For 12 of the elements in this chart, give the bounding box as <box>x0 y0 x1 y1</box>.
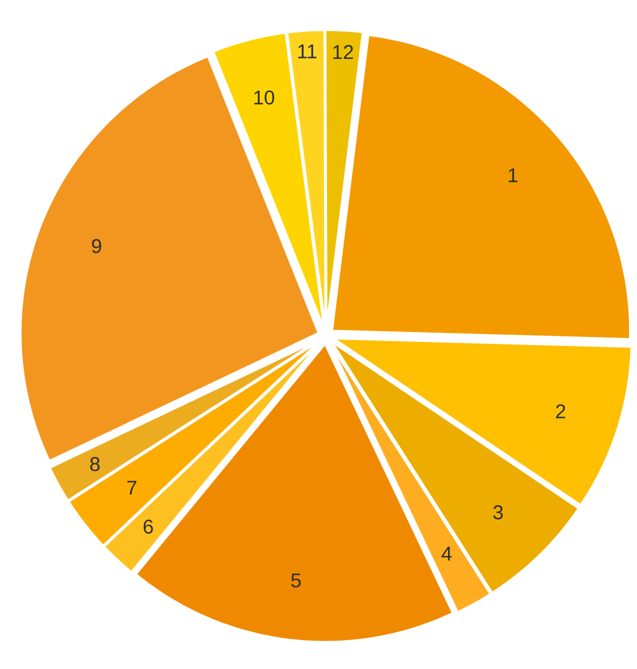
slice-label: 7 <box>127 480 136 495</box>
slice-label: 2 <box>556 404 566 418</box>
slice-label: 3 <box>493 505 503 520</box>
slice-label: 6 <box>144 520 153 534</box>
slice-label: 5 <box>291 574 301 588</box>
slice-label: 4 <box>442 546 452 561</box>
slice-label: 8 <box>90 457 100 472</box>
slice-label: 10 <box>254 90 274 105</box>
slice-label: 9 <box>92 239 102 254</box>
slice-label: 12 <box>333 45 353 59</box>
slice-label: 1 <box>508 168 518 182</box>
slice-label: 11 <box>298 44 316 58</box>
